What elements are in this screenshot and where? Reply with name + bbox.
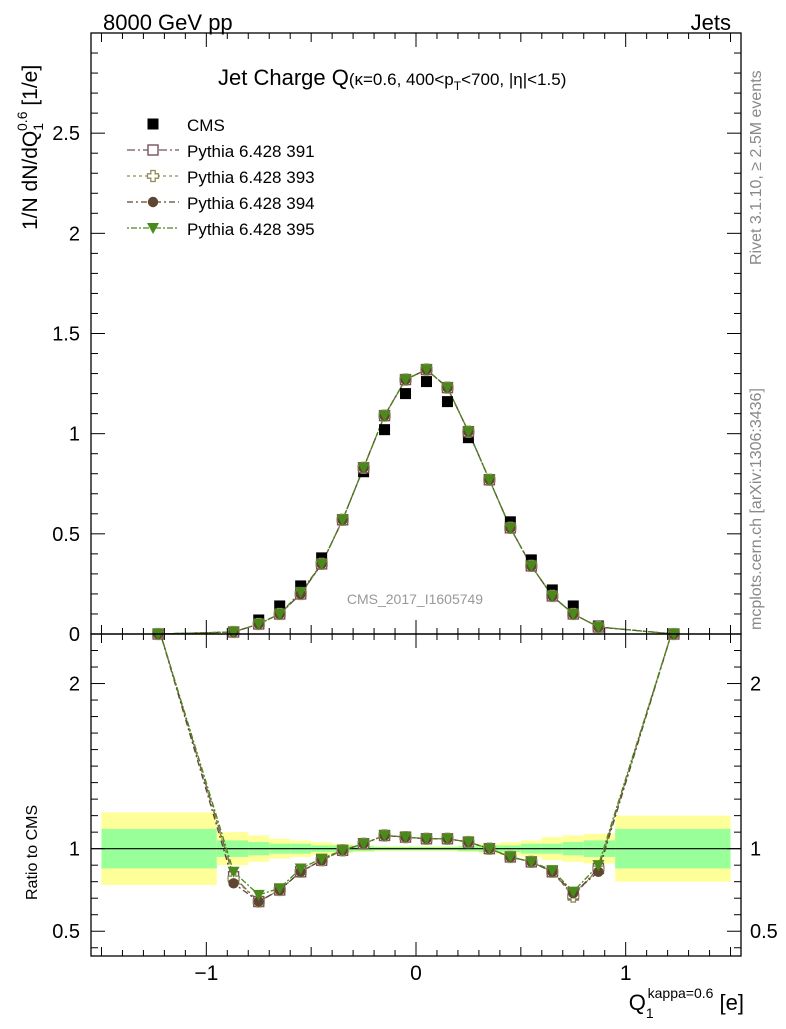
x-tick-label: −1 <box>194 962 218 985</box>
analysis-watermark: CMS_2017_I1605749 <box>347 591 483 607</box>
legend-label-4: Pythia 6.428 395 <box>187 220 315 239</box>
data-point-4-12 <box>462 426 475 438</box>
ratio-point-3-5 <box>315 853 328 865</box>
legend-marker-2 <box>146 169 160 183</box>
data-point-4-8 <box>378 410 391 422</box>
ratio-y-tick-label-right: 2 <box>750 674 761 696</box>
data-point-4-1 <box>227 626 240 638</box>
y-tick-label: 0.5 <box>52 524 80 546</box>
ratio-point-3-14 <box>504 851 517 863</box>
data-point-4-14 <box>504 522 517 534</box>
data-point-4-2 <box>252 618 265 630</box>
y-tick-label: 2 <box>69 223 80 245</box>
legend: CMS Pythia 6.428 391 Pythia 6.428 393 Pythi… <box>127 116 315 239</box>
data-point-4-10 <box>420 364 433 376</box>
energy-label: 8000 GeV pp <box>103 10 233 35</box>
data-point-4-7 <box>357 462 370 474</box>
x-axis-label: Q1 kappa=0.6 [e] <box>629 985 744 1021</box>
data-point-0-8 <box>379 424 391 436</box>
ratio-point-3-9 <box>399 832 412 844</box>
y-axis-label-main: 1/N dN/dQ <box>19 131 42 230</box>
ratio-point-2-2 <box>253 896 264 907</box>
y-axis-label-sub: 1 <box>30 123 46 131</box>
data-point-4-18 <box>592 621 605 633</box>
ratio-point-3-1 <box>227 866 240 878</box>
y-axis-label-sup: 0.6 <box>14 111 30 131</box>
data-point-4-4 <box>294 586 307 598</box>
data-point-0-9 <box>400 388 412 400</box>
ratio-point-2-1 <box>228 878 239 889</box>
ratio-point-3-4 <box>294 863 307 875</box>
y-tick-label: 1 <box>69 424 80 446</box>
ratio-point-3-16 <box>546 865 559 877</box>
ratio-point-3-7 <box>357 838 370 850</box>
ratio-y-tick-label: 2 <box>69 674 80 696</box>
ratio-point-3-13 <box>483 843 496 855</box>
ratio-y-tick-label-right: 1 <box>750 839 761 861</box>
ratio-point-3-8 <box>378 830 391 842</box>
rivet-label: Rivet 3.1.10, ≥ 2.5M events <box>748 70 765 265</box>
x-tick-label: 0 <box>410 962 422 985</box>
data-point-4-16 <box>546 590 559 602</box>
ratio-y-tick-label: 1 <box>69 839 80 861</box>
panel-frames: −1 0 1 0 0.5 1 1.5 2 2.5 0.5 0.5 1 1 2 2 <box>52 32 778 985</box>
data-point-0-3 <box>274 600 286 612</box>
y-axis-label-unit: [1/e] <box>19 65 42 112</box>
data-point-0-17 <box>567 600 579 612</box>
data-point-0-10 <box>420 376 432 388</box>
y-axis-label: 1/N dN/dQ10.6 [1/e] <box>14 65 46 230</box>
ratio-point-3-15 <box>525 856 538 868</box>
ratio-point-3-10 <box>420 833 433 845</box>
ratio-point-3-2 <box>252 889 265 901</box>
x-axis-label-main: Q <box>629 990 646 1015</box>
legend-label-0: CMS <box>187 116 225 135</box>
process-label: Jets <box>691 10 731 35</box>
ratio-uncertainty-bands <box>91 812 741 885</box>
ratio-point-2-18 <box>593 866 604 877</box>
data-point-4-6 <box>336 514 349 526</box>
legend-marker-1 <box>147 144 159 156</box>
ratio-y-tick-label-right: 0.5 <box>750 921 778 943</box>
x-axis-label-sup: kappa=0.6 <box>648 985 714 1001</box>
ratio-point-3-3 <box>273 883 286 895</box>
chart-title: Jet Charge Q(κ=0.6, 400<pT<700, |η|<1.5) <box>218 65 566 93</box>
ratio-y-tick-label: 0.5 <box>52 921 80 943</box>
ratio-frame <box>90 633 742 957</box>
y-tick-label: 2.5 <box>52 123 80 145</box>
data-point-4-17 <box>567 608 580 620</box>
legend-marker-3 <box>147 196 159 208</box>
chart-title-sub: (κ=0.6, 400<p <box>349 70 454 89</box>
x-axis-label-unit: [e] <box>713 990 744 1015</box>
ratio-point-3-6 <box>336 845 349 857</box>
ratio-panel <box>159 634 673 908</box>
ratio-point-3-18 <box>592 860 605 872</box>
data-point-0-11 <box>441 396 453 408</box>
legend-marker-0 <box>147 118 159 130</box>
chart-title-sub-t: T <box>454 79 462 93</box>
legend-label-3: Pythia 6.428 394 <box>187 194 315 213</box>
legend-label-2: Pythia 6.428 393 <box>187 168 315 187</box>
x-axis-label-sub: 1 <box>646 1005 654 1021</box>
ratio-point-3-17 <box>567 886 580 898</box>
x-tick-label: 1 <box>620 962 632 985</box>
data-point-4-11 <box>441 382 454 394</box>
ratio-y-axis-label: Ratio to CMS <box>24 805 41 900</box>
mcplots-label: mcplots.cern.ch [arXiv:1306:3436] <box>748 388 765 630</box>
ratio-point-3-12 <box>462 837 475 849</box>
data-point-4-5 <box>315 558 328 570</box>
data-point-4-15 <box>525 560 538 572</box>
legend-marker-4 <box>147 223 159 234</box>
y-tick-label: 0 <box>69 624 80 646</box>
legend-label-1: Pythia 6.428 391 <box>187 142 315 161</box>
chart-title-sub-rest: <700, |η|<1.5) <box>461 70 566 89</box>
data-point-4-13 <box>483 474 496 486</box>
data-point-0-4 <box>295 580 307 592</box>
ratio-point-3-11 <box>441 833 454 845</box>
data-point-4-3 <box>273 608 286 620</box>
data-point-4-9 <box>399 374 412 386</box>
chart-title-main: Jet Charge Q <box>218 65 349 90</box>
y-tick-label: 1.5 <box>52 324 80 346</box>
